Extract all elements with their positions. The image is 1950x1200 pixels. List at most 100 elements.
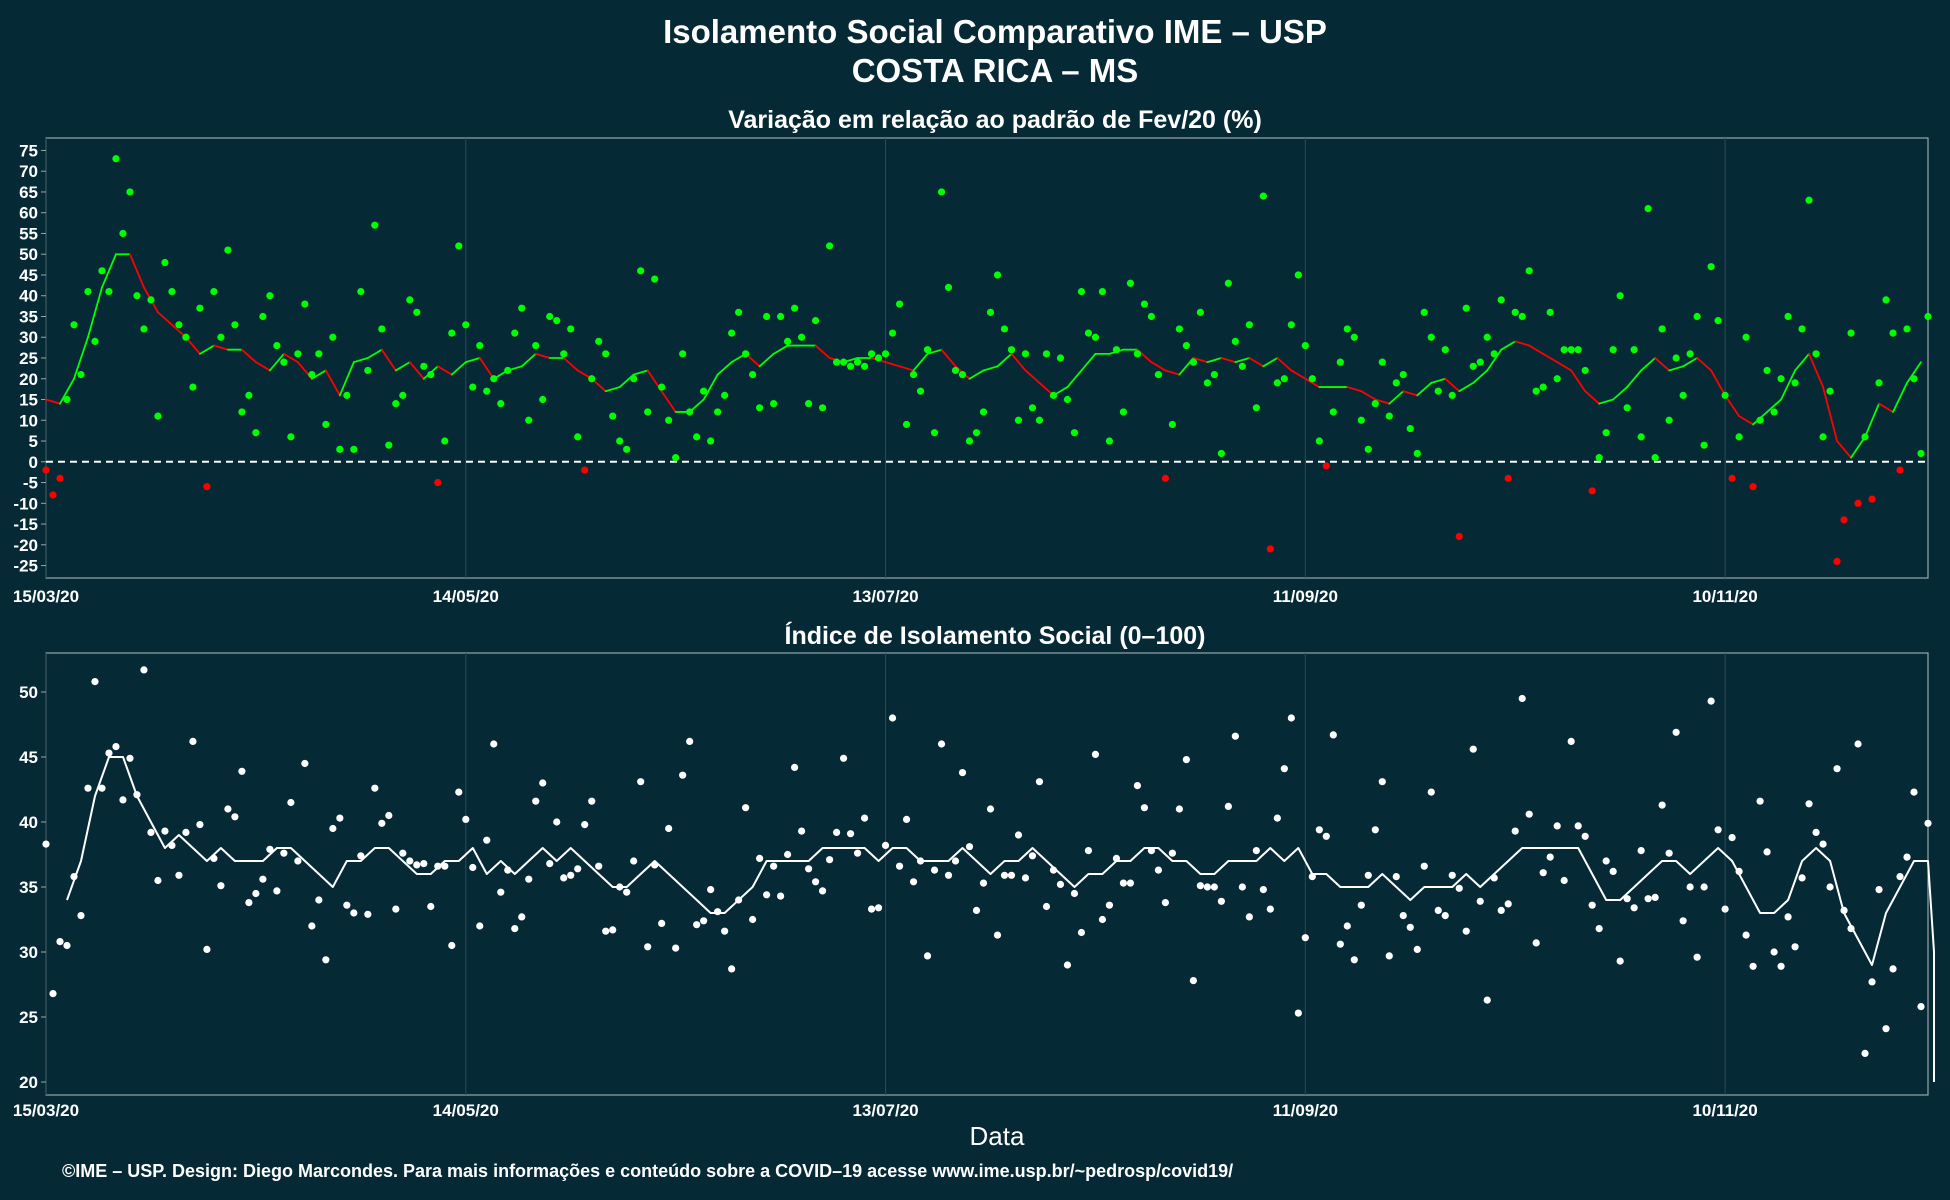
data-point bbox=[895, 300, 904, 308]
data-point bbox=[777, 312, 785, 321]
moving-average-segment bbox=[1360, 390, 1377, 401]
moving-average-segment bbox=[1696, 357, 1713, 372]
moving-average-segment bbox=[352, 357, 369, 364]
data-point bbox=[1497, 296, 1505, 304]
data-point bbox=[1511, 308, 1519, 316]
data-point bbox=[175, 871, 183, 879]
data-point bbox=[1364, 445, 1372, 453]
y-tick-label: -10 bbox=[13, 494, 38, 513]
moving-average-segment bbox=[185, 336, 201, 355]
data-point bbox=[168, 287, 176, 296]
data-point bbox=[1203, 379, 1211, 387]
data-point bbox=[182, 333, 190, 341]
data-point bbox=[497, 888, 505, 896]
data-point bbox=[1140, 804, 1149, 812]
data-point bbox=[546, 312, 554, 321]
data-point bbox=[609, 926, 617, 934]
y-tick-label: 5 bbox=[29, 432, 38, 451]
data-point bbox=[1049, 866, 1058, 874]
data-point bbox=[1434, 387, 1442, 395]
moving-average-segment bbox=[1570, 369, 1587, 393]
data-point bbox=[1623, 404, 1631, 412]
data-point bbox=[168, 841, 176, 850]
data-point bbox=[1714, 826, 1722, 834]
data-point bbox=[252, 889, 260, 898]
data-point bbox=[105, 749, 113, 757]
data-point bbox=[1280, 765, 1288, 773]
data-point bbox=[1658, 801, 1666, 809]
data-point bbox=[1728, 834, 1736, 842]
data-point bbox=[1266, 905, 1274, 913]
data-point bbox=[161, 258, 169, 267]
moving-average-segment bbox=[940, 348, 957, 368]
data-point bbox=[154, 876, 162, 885]
data-point bbox=[895, 862, 904, 870]
data-point bbox=[1714, 317, 1722, 325]
data-point bbox=[1651, 893, 1659, 902]
data-point bbox=[1560, 876, 1568, 885]
data-point bbox=[1721, 391, 1729, 399]
data-point bbox=[434, 862, 442, 870]
data-point bbox=[343, 391, 351, 399]
data-point bbox=[1518, 694, 1526, 703]
data-point bbox=[119, 796, 127, 804]
data-point bbox=[1924, 312, 1932, 321]
data-point bbox=[1350, 956, 1358, 964]
data-point bbox=[518, 304, 526, 312]
data-point bbox=[1756, 416, 1764, 424]
x-tick-label: 14/05/20 bbox=[433, 1101, 499, 1120]
data-point bbox=[1343, 325, 1351, 333]
data-point bbox=[1644, 204, 1652, 213]
moving-average-segment bbox=[1500, 340, 1517, 351]
moving-average-segment bbox=[1486, 348, 1503, 372]
data-point bbox=[665, 416, 673, 424]
data-point bbox=[98, 267, 106, 275]
y-tick-label: 35 bbox=[19, 307, 38, 326]
data-point bbox=[937, 740, 946, 748]
data-point bbox=[1266, 545, 1274, 553]
data-point bbox=[637, 267, 645, 275]
data-point bbox=[1098, 287, 1107, 296]
data-point bbox=[1742, 333, 1750, 341]
data-point bbox=[259, 312, 267, 321]
moving-average-segment bbox=[1682, 357, 1699, 368]
data-point bbox=[1357, 416, 1365, 424]
data-point bbox=[553, 317, 561, 325]
x-tick-label: 10/11/20 bbox=[1692, 1101, 1757, 1120]
data-point bbox=[119, 229, 127, 238]
data-point bbox=[1294, 1009, 1302, 1017]
data-point bbox=[777, 892, 785, 900]
data-point bbox=[329, 333, 337, 341]
moving-average-segment bbox=[1220, 357, 1237, 364]
data-point bbox=[1455, 532, 1463, 541]
data-point bbox=[1602, 429, 1610, 437]
moving-average-segment bbox=[129, 253, 145, 289]
data-point bbox=[839, 358, 848, 366]
data-point bbox=[993, 271, 1002, 279]
data-point bbox=[1119, 408, 1128, 416]
data-point bbox=[944, 871, 953, 879]
data-point bbox=[1028, 852, 1037, 860]
data-point bbox=[1091, 333, 1100, 341]
data-point bbox=[1343, 922, 1351, 930]
data-point bbox=[1903, 325, 1911, 333]
data-point bbox=[1070, 889, 1079, 898]
data-point bbox=[336, 445, 344, 453]
moving-average-segment bbox=[758, 352, 775, 368]
data-point bbox=[1483, 333, 1491, 341]
data-point bbox=[986, 308, 995, 316]
data-point bbox=[1224, 802, 1232, 811]
moving-average-segment bbox=[1430, 377, 1447, 384]
data-point bbox=[1231, 732, 1239, 740]
data-point bbox=[532, 341, 540, 350]
data-point bbox=[1896, 466, 1904, 474]
data-point bbox=[1035, 416, 1044, 424]
data-point bbox=[923, 952, 932, 960]
data-point bbox=[818, 887, 827, 895]
data-point bbox=[1378, 358, 1386, 366]
data-point bbox=[105, 287, 113, 296]
data-point bbox=[126, 754, 134, 762]
data-point bbox=[1756, 797, 1764, 805]
data-point bbox=[1553, 375, 1561, 383]
data-point bbox=[1189, 358, 1197, 366]
